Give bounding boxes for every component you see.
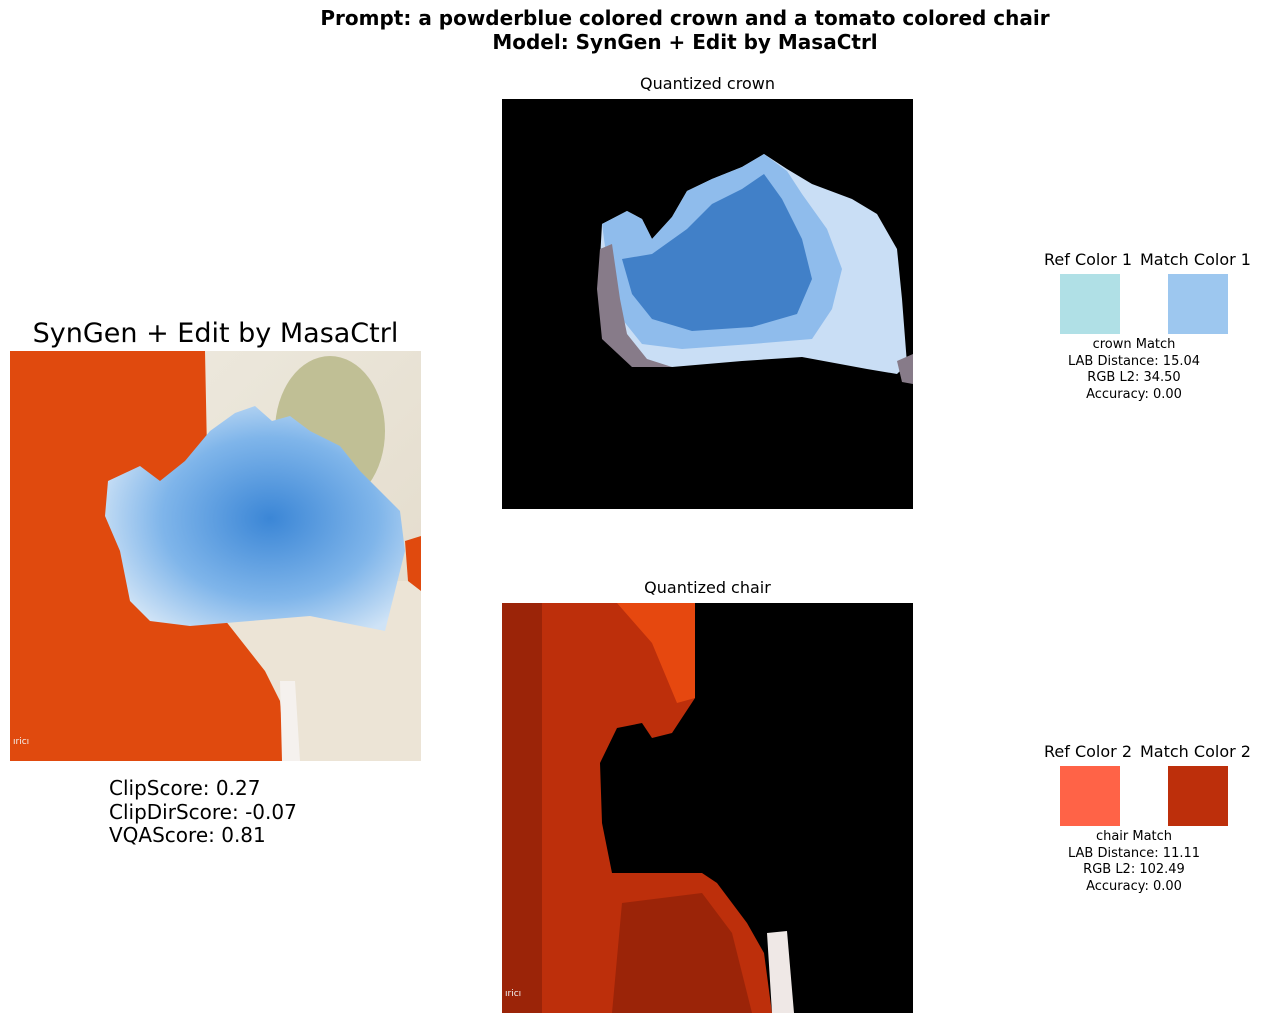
crown-match-stats: crown Match LAB Distance: 15.04 RGB L2: … [1034,337,1234,403]
quantized-chair-image: ıricı [502,603,913,1013]
main-image-title: SynGen + Edit by MasaCtrl [32,318,399,349]
ref-color-1-swatch [1060,274,1120,334]
quantized-chair-title: Quantized chair [644,578,771,597]
quantized-crown-image [502,99,913,509]
match-color-2-header: Match Color 2 [1140,742,1251,761]
score-block: ClipScore: 0.27 ClipDirScore: -0.07 VQAS… [109,776,297,848]
vqa-score: VQAScore: 0.81 [109,823,266,847]
clip-dir-score: ClipDirScore: -0.07 [109,799,297,824]
figure-title-model: Model: SynGen + Edit by MasaCtrl [492,30,878,54]
ref-color-2-header: Ref Color 2 [1044,742,1132,761]
crown-match-label: crown Match [1092,337,1176,352]
chair-match-stats: chair Match LAB Distance: 11.11 RGB L2: … [1034,829,1234,895]
chair-rgb-l2: RGB L2: 102.49 [1083,862,1185,877]
clip-score: ClipScore: 0.27 [109,776,261,800]
match-color-1-swatch [1168,274,1228,334]
ref-color-2-swatch [1060,766,1120,826]
crown-rgb-l2: RGB L2: 34.50 [1087,370,1181,385]
crown-lab-distance: LAB Distance: 15.04 [1067,353,1201,369]
image-watermark: ıricı [13,737,30,747]
image-watermark: ıricı [505,989,522,999]
ref-color-1-header: Ref Color 1 [1044,250,1132,269]
quantized-crown-title: Quantized crown [640,74,775,93]
generated-image: ıricı [10,351,421,761]
chair-accuracy: Accuracy: 0.00 [1086,878,1182,894]
match-color-2-swatch [1168,766,1228,826]
figure-title-prompt: Prompt: a powderblue colored crown and a… [320,6,1050,30]
crown-accuracy: Accuracy: 0.00 [1086,386,1182,402]
match-color-1-header: Match Color 1 [1140,250,1251,269]
chair-match-label: chair Match [1095,829,1173,844]
chair-lab-distance: LAB Distance: 11.11 [1067,845,1201,861]
figure-title: Prompt: a powderblue colored crown and a… [0,6,1265,54]
